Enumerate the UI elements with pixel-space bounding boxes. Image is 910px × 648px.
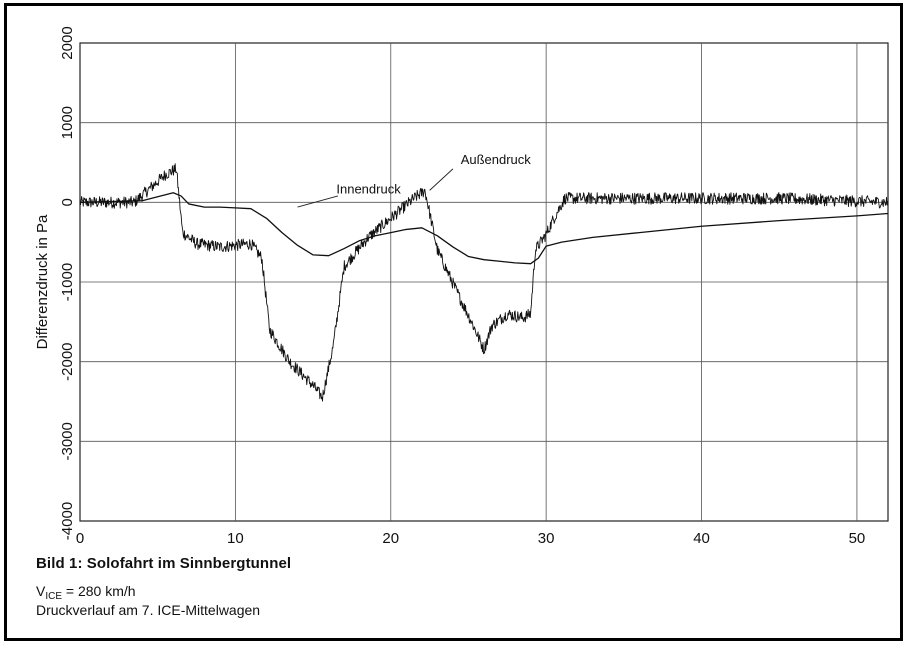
y-tick-label: 0 — [59, 198, 76, 206]
x-tick-label: 0 — [76, 530, 84, 547]
y-tick-label: -4000 — [59, 502, 76, 540]
tick-labels: 0 10 20 30 40 50 2000 1000 0 -1000 -2000 -3000 -4000 — [59, 26, 865, 547]
figure-caption-title: Bild 1: Solofahrt im Sinnbergtunnel — [36, 555, 292, 572]
x-tick-label: 40 — [693, 530, 710, 547]
annotation-leader — [429, 168, 454, 191]
x-tick-label: 50 — [849, 530, 866, 547]
y-tick-label: -1000 — [59, 263, 76, 301]
y-tick-label: 1000 — [59, 106, 76, 139]
caption-speed-symbol: V — [36, 583, 46, 599]
caption-speed-subscript: ICE — [45, 591, 63, 602]
annotations: Außendruck Innendruck — [297, 152, 532, 208]
y-axis-label: Differenzdruck in Pa — [34, 214, 51, 349]
annotation-leader — [297, 195, 339, 208]
caption-speed: VICE = 280 km/h — [36, 583, 136, 602]
annotation-label: Außendruck — [461, 152, 532, 167]
y-tick-label: -2000 — [59, 342, 76, 380]
x-tick-label: 20 — [382, 530, 399, 547]
figure-frame — [4, 3, 903, 641]
y-tick-label: 2000 — [59, 26, 76, 59]
series-group — [79, 163, 889, 402]
annotation-label: Innendruck — [336, 182, 401, 197]
caption-speed-value: = 280 km/h — [62, 583, 136, 599]
y-tick-label: -3000 — [59, 422, 76, 460]
x-tick-label: 10 — [227, 530, 244, 547]
grid — [79, 42, 889, 522]
series-line-aussendruck — [79, 163, 889, 402]
caption-description: Druckverlauf am 7. ICE-Mittelwagen — [36, 602, 261, 618]
series-line-innendruck — [79, 192, 889, 265]
x-tick-label: 30 — [538, 530, 555, 547]
